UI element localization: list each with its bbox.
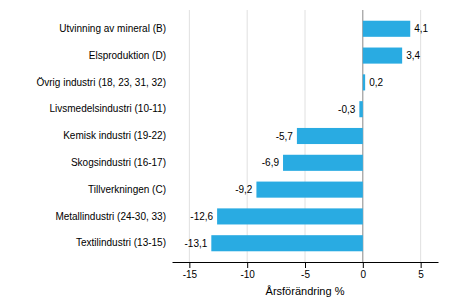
- grid: [189, 10, 420, 262]
- chart-container: -15 -10 -5 0 5 Textilindustri (13-15) Metallin…: [0, 0, 454, 302]
- y-axis: Textilindustri (13-15) Metallindustri (24…: [36, 23, 172, 248]
- x-tick: -15: [183, 262, 198, 280]
- grid-line: [189, 10, 190, 262]
- y-tick-label: Livsmedelsindustri (10-11): [49, 103, 166, 114]
- y-tick: Utvinning av mineral (B): [59, 23, 172, 34]
- y-tick-label: Tillverkningen (C): [88, 184, 166, 195]
- data-label: -9,2: [235, 184, 253, 195]
- chart-svg: -15 -10 -5 0 5 Textilindustri (13-15) Metallin…: [0, 0, 454, 302]
- x-tick-label: -10: [240, 269, 255, 280]
- x-tick: 5: [418, 262, 424, 280]
- y-tick-label: Utvinning av mineral (B): [59, 23, 166, 34]
- y-tick: Skogsindustri (16-17): [71, 157, 172, 168]
- y-tick: Kemisk industri (19-22): [63, 130, 172, 141]
- x-tick-mark: [189, 262, 190, 268]
- x-tick: -10: [240, 262, 255, 280]
- data-label: 0,2: [369, 77, 383, 88]
- bar: [297, 128, 363, 144]
- data-label: -6,9: [262, 157, 280, 168]
- x-tick-mark: [363, 262, 364, 268]
- x-tick-label: 0: [361, 269, 367, 280]
- x-tick-label: -5: [301, 269, 310, 280]
- bar: [363, 21, 410, 37]
- y-tick: Textilindustri (13-15): [76, 237, 172, 248]
- data-label: -5,7: [276, 131, 294, 142]
- grid-line: [420, 10, 421, 262]
- bar: [217, 208, 363, 224]
- x-tick: -5: [301, 262, 310, 280]
- data-label: 4,1: [414, 23, 428, 34]
- x-axis-title: Årsförändring %: [266, 285, 345, 297]
- y-tick-label: Textilindustri (13-15): [76, 237, 166, 248]
- y-tick: Tillverkningen (C): [88, 184, 172, 195]
- y-tick-label: Skogsindustri (16-17): [71, 157, 166, 168]
- x-tick: 0: [361, 262, 367, 280]
- y-tick-label: Elsproduktion (D): [89, 50, 166, 61]
- plot: -15 -10 -5 0 5 Textilindustri (13-15) Metallin…: [36, 10, 438, 297]
- x-tick-mark: [247, 262, 248, 268]
- x-axis: -15 -10 -5 0 5: [173, 262, 439, 280]
- y-tick: Övrig industri (18, 23, 31, 32): [36, 77, 172, 88]
- bars: [211, 21, 410, 252]
- bar: [363, 74, 365, 90]
- data-label: -0,3: [338, 104, 356, 115]
- y-tick-label: Kemisk industri (19-22): [63, 130, 166, 141]
- y-tick-label: Övrig industri (18, 23, 31, 32): [36, 77, 166, 88]
- bar: [363, 48, 402, 64]
- bar: [283, 155, 363, 171]
- x-tick-mark: [305, 262, 306, 268]
- x-tick-mark: [421, 262, 422, 268]
- data-label: 3,4: [406, 50, 420, 61]
- y-tick: Livsmedelsindustri (10-11): [49, 103, 172, 114]
- y-tick: Metallindustri (24-30, 33): [55, 211, 172, 222]
- x-tick-label: 5: [418, 269, 424, 280]
- data-label: -12,6: [190, 211, 213, 222]
- bar: [211, 235, 363, 251]
- data-label: -13,1: [185, 238, 208, 249]
- y-tick-label: Metallindustri (24-30, 33): [55, 211, 166, 222]
- data-labels: -13,1 -12,6 -9,2 -6,9 -5,7 -0,3 0,2 3,4 4,1: [185, 23, 429, 248]
- x-tick-label: -15: [183, 269, 198, 280]
- y-tick: Elsproduktion (D): [89, 50, 172, 61]
- bar: [359, 101, 362, 117]
- bar: [256, 182, 362, 198]
